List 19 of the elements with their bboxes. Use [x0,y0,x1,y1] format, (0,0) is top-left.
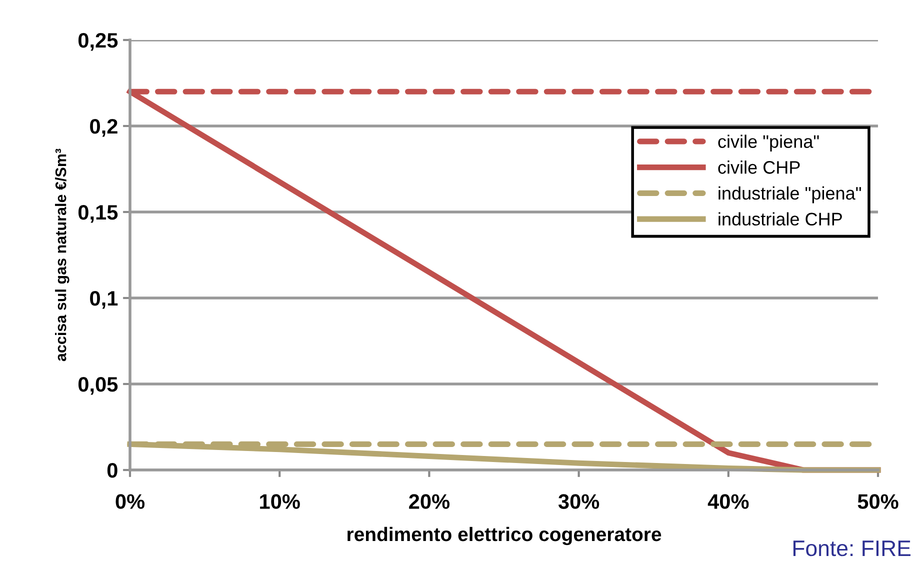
y-axis-title: accisa sul gas naturale €/Sm³ [55,148,70,362]
legend-label: industriale CHP [718,212,842,226]
y-tick-label: 0,2 [90,119,118,137]
y-tick-label: 0,25 [78,33,118,51]
source-note: Fonte: FIRE [793,540,910,556]
x-tick-label: 10% [260,494,300,509]
legend-label: civile "piena" [718,134,819,152]
x-tick-label: 50% [858,494,898,509]
x-axis-title: rendimento elettrico cogeneratore [348,526,662,546]
y-tick-label: 0,05 [78,377,118,395]
legend-label: civile CHP [718,160,800,174]
x-tick-label: 30% [558,494,600,509]
x-tick-label: 20% [409,494,450,509]
x-tick-label: 40% [708,494,749,509]
x-tick-label: 0% [116,494,145,509]
y-tick-label: 0,1 [90,291,118,309]
legend-label: industriale "piena" [718,186,861,204]
y-tick-label: 0 [107,463,118,478]
y-tick-label: 0,15 [78,205,118,223]
